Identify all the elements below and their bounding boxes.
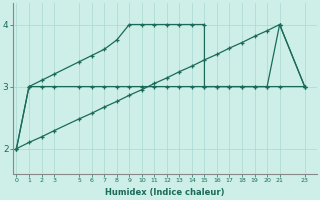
X-axis label: Humidex (Indice chaleur): Humidex (Indice chaleur) (105, 188, 225, 197)
